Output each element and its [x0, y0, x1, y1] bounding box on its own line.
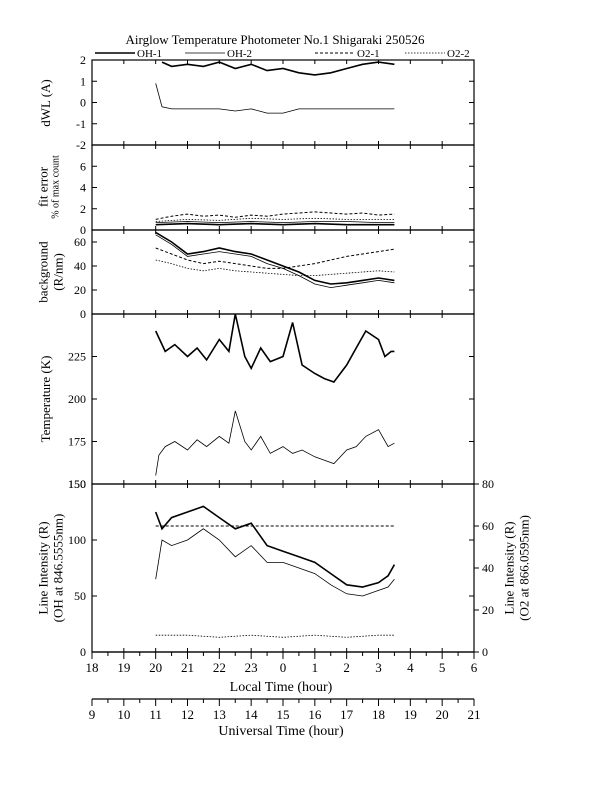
universal-time-tick-label: 17: [340, 707, 354, 722]
y-tick-label: 150: [68, 477, 86, 491]
y2-tick-label: 60: [482, 519, 494, 533]
local-time-tick-label: 21: [181, 660, 194, 675]
y-tick-label: 0: [80, 645, 86, 659]
universal-time-tick-label: 18: [372, 707, 385, 722]
local-time-tick-label: 23: [245, 660, 258, 675]
universal-time-tick-label: 21: [468, 707, 481, 722]
series-line-oh-2: [155, 410, 395, 476]
local-time-tick-label: 19: [117, 660, 130, 675]
local-time-tick-label: 4: [407, 660, 414, 675]
y-tick-label: 2: [80, 53, 86, 67]
y-tick-label: 1: [80, 74, 86, 88]
local-time-tick-label: 2: [343, 660, 350, 675]
series-line-o2-1: [155, 247, 395, 269]
y2-tick-label: 40: [482, 561, 494, 575]
y-tick-label: -2: [76, 138, 86, 152]
universal-time-tick-label: 12: [181, 707, 194, 722]
y-tick-label: 0: [80, 307, 86, 321]
series-line-oh-1: [154, 505, 396, 588]
local-time-tick-label: 22: [213, 660, 226, 675]
y2-tick-label: 0: [482, 645, 488, 659]
y-tick-label: -1: [76, 117, 86, 131]
y2-tick-label: 80: [482, 477, 494, 491]
series-line-oh-1: [155, 231, 395, 285]
local-time-tick-label: 20: [149, 660, 162, 675]
y-tick-label: 200: [68, 392, 86, 406]
local-time-axis: 18 19 20 21 22 23 0 1 2 3 4 5 6: [86, 651, 478, 675]
series-line-oh-1: [155, 222, 395, 226]
y-tick-label: 175: [68, 435, 86, 449]
panel-frame: [91, 313, 475, 485]
panel-frame: [91, 144, 475, 231]
panel-line-intensity: 150 100 50 0 80 60 40 20 0 Line Intensity (R)(OH …: [35, 477, 531, 659]
y2-tick-label: 20: [482, 603, 494, 617]
legend-label-o2-2: O2-2: [447, 48, 470, 60]
legend: OH-1 OH-2 O2-1 O2-2: [95, 48, 470, 60]
series-line-oh-1: [154, 313, 395, 383]
y-axis-label: Temperature (K): [38, 356, 53, 443]
local-time-tick-label: 0: [280, 660, 287, 675]
y2-axis-label: Line Intensity (R)(O2 at 866.0595nm): [501, 515, 531, 621]
universal-time-tick-label: 9: [89, 707, 96, 722]
panel-frame: [91, 483, 475, 653]
universal-time-tick-label: 13: [213, 707, 226, 722]
universal-time-tick-label: 10: [117, 707, 130, 722]
local-time-axis-label: Local Time (hour): [230, 680, 333, 695]
panel-dwl: 2 1 0 -1 -2 dWL (A): [38, 53, 475, 152]
panel-fit-error: 6 4 2 0 fit error% of max count: [35, 144, 475, 237]
y-tick-label: 0: [80, 223, 86, 237]
y-axis-label: fit error% of max count: [35, 155, 61, 219]
y-axis-label: background(R/nm): [35, 241, 65, 303]
panel-frame: [91, 59, 475, 146]
panel-temperature: 225 200 175 150 Temperature (K): [38, 313, 475, 491]
series-line-oh-2: [155, 83, 395, 114]
local-time-tick-label: 1: [312, 660, 319, 675]
local-time-tick-label: 6: [471, 660, 478, 675]
chart-title: Airglow Temperature Photometer No.1 Shig…: [126, 32, 426, 47]
universal-time-tick-label: 11: [149, 707, 162, 722]
y-tick-label: 40: [74, 259, 86, 273]
universal-time-tick-label: 14: [245, 707, 259, 722]
y-tick-label: 0: [80, 96, 86, 110]
universal-time-tick-label: 16: [308, 707, 322, 722]
universal-time-axis: 9 10 11 12 13 14 15 16 17 18 19 20 21: [89, 698, 481, 722]
series-line-oh-2: [155, 221, 395, 224]
universal-time-axis-label: Universal Time (hour): [218, 724, 344, 739]
y-axis-label: Line Intensity (R)(OH at 846.5555nm): [35, 514, 65, 623]
local-time-tick-label: 3: [375, 660, 382, 675]
y-tick-label: 150: [68, 477, 86, 491]
legend-label-oh-2: OH-2: [227, 48, 252, 60]
y-axis-label: dWL (A): [38, 79, 53, 127]
universal-time-tick-label: 20: [436, 707, 449, 722]
series-line-o2-1: [155, 211, 395, 220]
y-tick-label: 225: [68, 350, 86, 364]
y-tick-label: 100: [68, 533, 86, 547]
y-tick-label: 20: [74, 283, 86, 297]
y-tick-label: 4: [80, 181, 86, 195]
y-tick-label: 2: [80, 202, 86, 216]
universal-time-tick-label: 19: [404, 707, 417, 722]
y-tick-label: 6: [80, 159, 86, 173]
legend-label-o2-1: O2-1: [357, 48, 380, 60]
series-line-o2-2: [155, 217, 395, 222]
panel-background: 60 40 20 0 background(R/nm): [35, 229, 475, 321]
panel-frame: [91, 229, 475, 315]
universal-time-tick-label: 15: [277, 707, 290, 722]
series-line-oh-2: [155, 528, 395, 597]
local-time-tick-label: 18: [86, 660, 99, 675]
series-line-oh-1: [161, 61, 395, 76]
series-line-o2-2: [155, 634, 395, 638]
local-time-tick-label: 5: [439, 660, 446, 675]
series-line-o2-2: [155, 259, 395, 277]
y-tick-label: 50: [74, 589, 86, 603]
series-line-oh-2: [155, 234, 395, 289]
legend-label-oh-1: OH-1: [137, 48, 162, 60]
y-tick-label: 60: [74, 235, 86, 249]
